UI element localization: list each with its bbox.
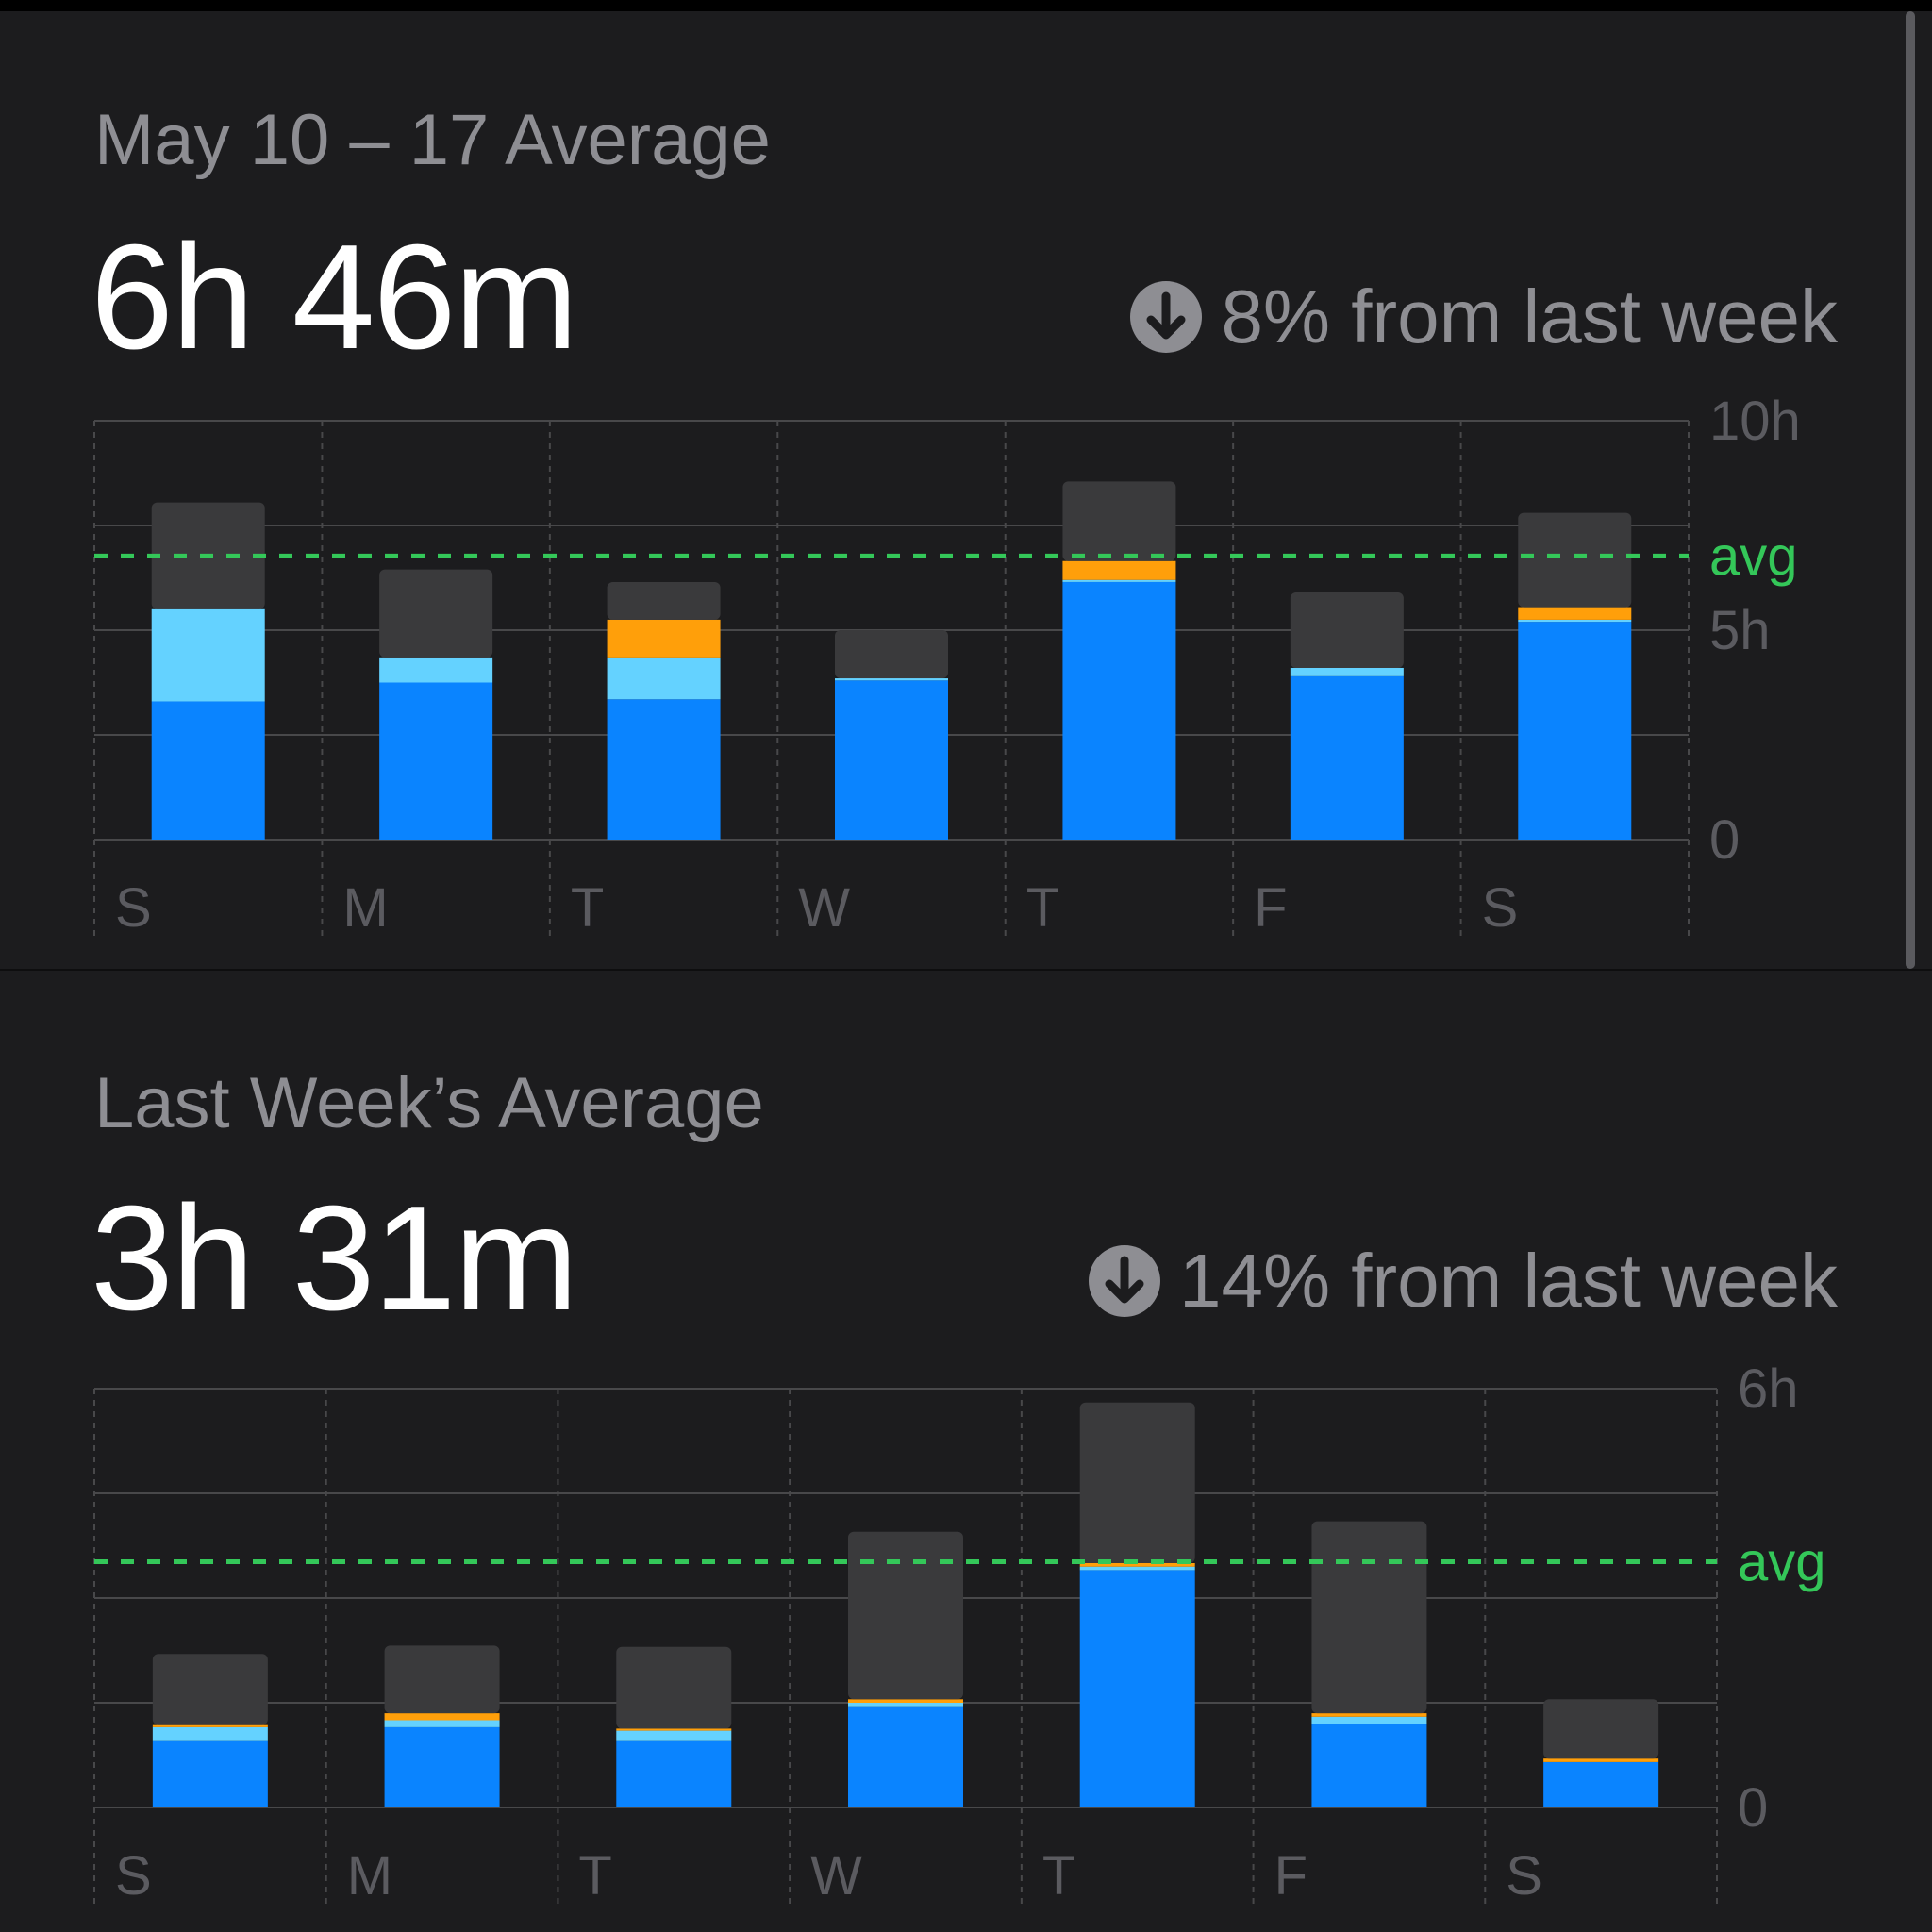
x-tick-label: T (1042, 1845, 1075, 1907)
bar-segment (1079, 1563, 1195, 1567)
bar-segment (616, 1730, 732, 1741)
bar-segment (384, 1726, 500, 1807)
average-total: 6h 46m (91, 214, 578, 380)
change-text: 8% from last week (1221, 275, 1838, 358)
bar-segment (152, 1726, 268, 1741)
x-tick-label: T (571, 877, 604, 939)
bar-segment (1079, 1570, 1195, 1807)
x-tick-label: S (115, 1845, 152, 1907)
bar-segment (1079, 1566, 1195, 1571)
average-total: 3h 31m (91, 1175, 578, 1341)
x-tick-label: W (798, 877, 850, 939)
section-divider (0, 969, 1932, 971)
bar-segment (1062, 581, 1176, 840)
x-tick-label: S (1506, 1845, 1542, 1907)
bar-segment (1518, 607, 1632, 620)
bar-segment (835, 678, 948, 681)
bar-segment (616, 1728, 732, 1731)
bar-segment (379, 682, 493, 840)
bar-segment (848, 1531, 963, 1700)
bar-segment (848, 1699, 963, 1703)
x-tick-label: M (342, 877, 388, 939)
bar-segment (1518, 622, 1632, 840)
weekly-average-card-last: Last Week’s Average 3h 31m 14% from last… (0, 971, 1932, 1932)
bar-segment (1518, 619, 1632, 623)
bar-segment (835, 680, 948, 840)
bar-segment (607, 699, 721, 840)
period-title: Last Week’s Average (94, 1063, 764, 1143)
bar-segment (1311, 1521, 1427, 1714)
bar-segment (152, 1724, 268, 1727)
bar-segment (379, 569, 493, 658)
bar-segment (152, 1654, 268, 1725)
average-label: avg (1738, 1532, 1826, 1593)
bar-segment (1062, 481, 1176, 561)
change-text: 14% from last week (1178, 1239, 1838, 1323)
bar-segment (151, 608, 265, 702)
bar-segment (1290, 667, 1404, 676)
scrollbar[interactable] (1906, 11, 1915, 969)
bar-segment (1311, 1724, 1427, 1807)
bar-segment (1311, 1713, 1427, 1717)
y-tick-label: 6h (1738, 1358, 1799, 1420)
bar-segment (384, 1713, 500, 1721)
bar-segment (1290, 675, 1404, 840)
top-edge-bar (0, 0, 1932, 11)
bar-segment (848, 1703, 963, 1707)
weekly-average-card-current: May 10 – 17 Average 6h 46m 8% from last … (91, 100, 1838, 941)
bar-segment (151, 701, 265, 840)
average-label: avg (1709, 525, 1798, 587)
x-tick-label: M (347, 1845, 392, 1907)
bar-segment (384, 1720, 500, 1727)
bar-segment (1543, 1758, 1659, 1762)
y-tick-label: 0 (1738, 1777, 1768, 1839)
change-from-last-week: 14% from last week (1088, 1238, 1838, 1324)
x-tick-label: F (1274, 1845, 1307, 1907)
x-tick-label: F (1254, 877, 1287, 939)
bar-segment (152, 1740, 268, 1807)
bar-segment (835, 630, 948, 679)
bar-segment (1079, 1402, 1195, 1563)
x-tick-label: T (578, 1845, 611, 1907)
bar-segment (607, 619, 721, 658)
bar-segment (1290, 592, 1404, 668)
bar-segment (379, 657, 493, 683)
arrow-down-circle-icon (1088, 1245, 1160, 1317)
period-title: May 10 – 17 Average (94, 100, 771, 180)
bar-segment (1311, 1716, 1427, 1724)
bar-segment (1062, 579, 1176, 582)
x-tick-label: S (1482, 877, 1519, 939)
y-tick-label: 10h (1709, 391, 1801, 452)
arrow-down-circle-icon (1130, 281, 1203, 353)
y-tick-label: 5h (1709, 600, 1771, 661)
x-tick-label: S (115, 877, 152, 939)
bar-segment (1543, 1699, 1659, 1759)
bar-segment (616, 1740, 732, 1807)
bar-segment (1518, 512, 1632, 608)
change-from-last-week: 8% from last week (1130, 274, 1838, 360)
bar-segment (607, 657, 721, 700)
bar-segment (1543, 1761, 1659, 1807)
y-tick-label: 0 (1709, 809, 1740, 871)
bar-segment (607, 581, 721, 620)
bar-segment (848, 1706, 963, 1807)
bar-segment (616, 1646, 732, 1729)
x-tick-label: T (1026, 877, 1059, 939)
x-tick-label: W (810, 1845, 862, 1907)
bar-segment (384, 1645, 500, 1714)
bar-segment (1062, 560, 1176, 580)
